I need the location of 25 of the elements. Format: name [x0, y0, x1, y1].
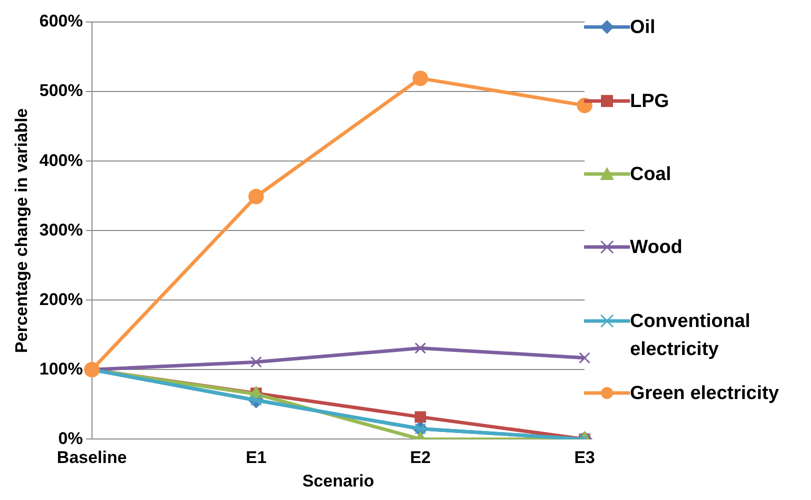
y-tick-label: 500% — [39, 81, 83, 100]
point — [414, 342, 426, 354]
legend-label: Coal — [630, 163, 672, 187]
y-tick-label: 400% — [39, 150, 83, 170]
x-tick-label: E1 — [246, 448, 267, 468]
legend-label: Conventional electricity — [630, 310, 752, 362]
point — [578, 352, 590, 364]
point — [250, 356, 262, 368]
y-tick-label: 0% — [58, 428, 83, 448]
y-tick-label: 200% — [39, 290, 83, 309]
legend-label: LPG — [630, 90, 670, 114]
x-tick-label: E3 — [574, 448, 595, 468]
point — [248, 188, 264, 204]
x-tick-label: Baseline — [56, 448, 127, 468]
x-axis-title: Scenario — [302, 471, 374, 490]
legend-label: Oil — [630, 16, 656, 40]
legend-label: Green electricity — [630, 382, 780, 406]
point — [414, 411, 426, 423]
y-tick-label: 100% — [39, 359, 83, 378]
x-tick-label: E2 — [410, 448, 431, 468]
point — [412, 70, 428, 86]
legend-label: Wood — [630, 236, 684, 260]
y-axis-title: Percentage change in variable — [12, 108, 31, 353]
y-tick-label: 300% — [39, 220, 83, 240]
y-tick-label: 600% — [39, 12, 83, 31]
